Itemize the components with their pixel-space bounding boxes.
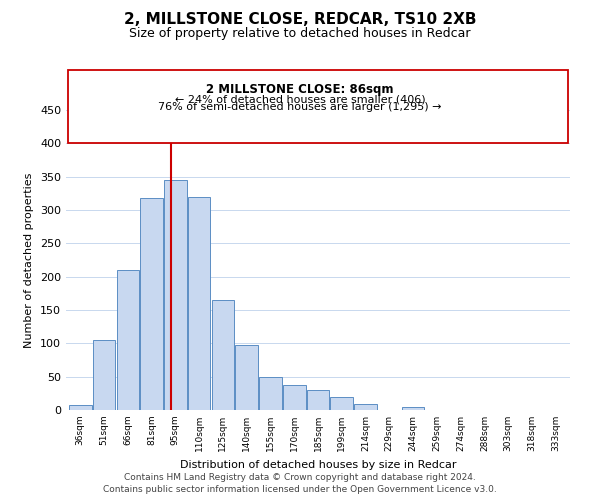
Bar (188, 196, 211, 410)
Bar (140, 198, 163, 410)
X-axis label: Distribution of detached houses by size in Redcar: Distribution of detached houses by size … (180, 460, 456, 469)
Bar (116, 270, 139, 410)
Bar (212, 300, 234, 410)
Text: 2, MILLSTONE CLOSE, REDCAR, TS10 2XB: 2, MILLSTONE CLOSE, REDCAR, TS10 2XB (124, 12, 476, 28)
Bar (283, 386, 305, 410)
Bar (331, 398, 353, 410)
Bar (69, 406, 92, 410)
Text: Size of property relative to detached houses in Redcar: Size of property relative to detached ho… (129, 28, 471, 40)
Bar (402, 406, 424, 410)
Text: Contains public sector information licensed under the Open Government Licence v3: Contains public sector information licen… (103, 484, 497, 494)
Bar (93, 340, 115, 410)
Bar (307, 390, 329, 410)
Y-axis label: Number of detached properties: Number of detached properties (25, 172, 34, 348)
Text: 76% of semi-detached houses are larger (1,295) →: 76% of semi-detached houses are larger (… (158, 102, 442, 113)
Text: ← 24% of detached houses are smaller (406): ← 24% of detached houses are smaller (40… (175, 95, 425, 105)
Bar (68, 70, 568, 144)
Text: Contains HM Land Registry data © Crown copyright and database right 2024.: Contains HM Land Registry data © Crown c… (124, 473, 476, 482)
Text: 2 MILLSTONE CLOSE: 86sqm: 2 MILLSTONE CLOSE: 86sqm (206, 84, 394, 96)
Bar (164, 180, 187, 410)
Bar (354, 404, 377, 410)
Bar (235, 346, 258, 410)
Bar (259, 376, 282, 410)
